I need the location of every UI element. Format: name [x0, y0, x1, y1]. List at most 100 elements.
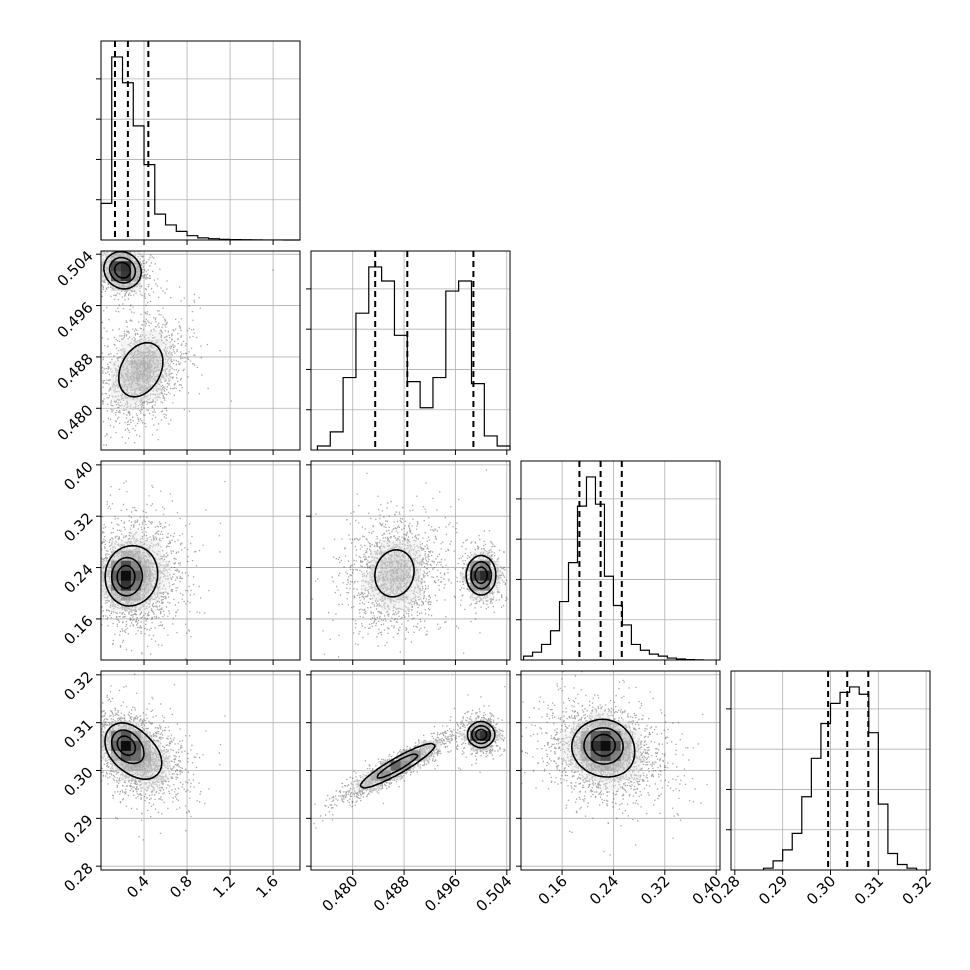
- contour-level-2: [116, 735, 137, 757]
- density-cell: [590, 740, 601, 751]
- scatter-panel-1-0: [96, 250, 301, 455]
- density-cell: [120, 760, 132, 771]
- density-cell: [140, 380, 152, 391]
- density-cell: [410, 760, 421, 771]
- density-cell: [490, 580, 501, 591]
- density-cell: [120, 360, 132, 371]
- density-cell: [590, 720, 601, 731]
- panel-content: [101, 671, 300, 870]
- density-cell: [140, 340, 152, 351]
- panel-frame: [100, 250, 301, 451]
- density-cell: [630, 770, 641, 781]
- density-cell: [130, 380, 142, 391]
- density-cell: [620, 750, 631, 761]
- panel-content: [521, 671, 720, 870]
- density-cell: [130, 570, 142, 581]
- hist-panel-0: [96, 40, 301, 245]
- density-cell: [560, 730, 572, 741]
- density-cell: [110, 750, 122, 761]
- density-cell: [580, 730, 591, 741]
- density-cell: [470, 590, 481, 601]
- density-cell: [360, 570, 371, 581]
- density-cell: [120, 570, 132, 581]
- density-cell: [101, 560, 112, 571]
- density-cell: [610, 780, 621, 791]
- contour-level-2: [474, 728, 488, 741]
- density-cell: [150, 360, 161, 371]
- density-cell: [140, 540, 152, 551]
- y-tick-label: 0.496: [54, 298, 97, 341]
- density-cell: [160, 760, 171, 771]
- density-cell: [120, 340, 132, 351]
- density-cell: [480, 590, 491, 601]
- density-cell: [120, 770, 132, 781]
- density-cell: [410, 550, 421, 561]
- density-cell: [380, 550, 391, 561]
- scatter-panel-3-1: [306, 670, 511, 875]
- density-cell: [150, 750, 161, 761]
- density-cell: [370, 580, 381, 591]
- density-cell: [420, 740, 431, 751]
- y-tick-label: 0.488: [54, 350, 97, 393]
- density-cell: [140, 740, 152, 751]
- density-cell: [150, 570, 161, 581]
- density-cell: [140, 550, 152, 561]
- density-cell: [160, 750, 171, 761]
- density-cell: [600, 720, 611, 731]
- density-cell: [130, 720, 142, 731]
- density-cell: [120, 580, 132, 591]
- density-cell: [110, 590, 122, 601]
- y-tick-label: 0.32: [60, 668, 96, 704]
- y-tick-label: 0.24: [60, 560, 96, 596]
- density-cell: [110, 570, 122, 581]
- density-cell: [140, 770, 152, 781]
- density-cell: [600, 760, 611, 771]
- density-cell: [101, 750, 112, 761]
- density-cell: [150, 540, 161, 551]
- density-cell: [490, 560, 501, 571]
- panel-content: [311, 671, 510, 870]
- density-cell: [620, 730, 631, 741]
- y-tick-label: 0.28: [60, 859, 96, 895]
- density-cell: [390, 760, 401, 771]
- density-cell: [110, 270, 122, 282]
- density-cell: [130, 260, 142, 272]
- density-cell: [470, 720, 481, 731]
- contour-level-1: [583, 727, 624, 765]
- panel-frame: [310, 250, 511, 451]
- density-cell: [400, 600, 411, 611]
- x-tick-label: 0.8: [166, 872, 196, 902]
- contour-level-0: [104, 722, 163, 780]
- density-cell: [130, 280, 142, 292]
- density-cell: [150, 550, 161, 561]
- x-tick-label: 0.30: [803, 872, 839, 908]
- density-cell: [101, 251, 112, 262]
- density-cell: [110, 251, 122, 262]
- density-cell: [120, 390, 132, 401]
- density-cell: [130, 580, 142, 591]
- density-cell: [590, 760, 601, 771]
- density-cell: [580, 740, 591, 751]
- panel-frame: [310, 460, 511, 661]
- density-cell: [390, 580, 401, 591]
- density-cell: [160, 360, 171, 371]
- density-cell: [160, 570, 171, 581]
- density-cell: [110, 580, 122, 591]
- density-cell: [610, 750, 621, 761]
- density-cell: [160, 370, 171, 381]
- density-cell: [380, 570, 391, 581]
- density-cell: [120, 380, 132, 391]
- contour-level-1: [110, 729, 145, 765]
- density-cell: [600, 710, 611, 722]
- density-cell: [560, 740, 572, 751]
- density-cell: [110, 380, 122, 391]
- density-cell: [110, 600, 122, 611]
- contour-level-0: [374, 549, 497, 598]
- density-cell: [570, 740, 581, 751]
- density-cell: [460, 730, 471, 741]
- histogram-1: [316, 266, 511, 450]
- density-cell: [101, 570, 112, 581]
- density-cell: [350, 780, 362, 791]
- scatter-panel-3-2: [516, 670, 721, 875]
- density-cell: [410, 570, 421, 581]
